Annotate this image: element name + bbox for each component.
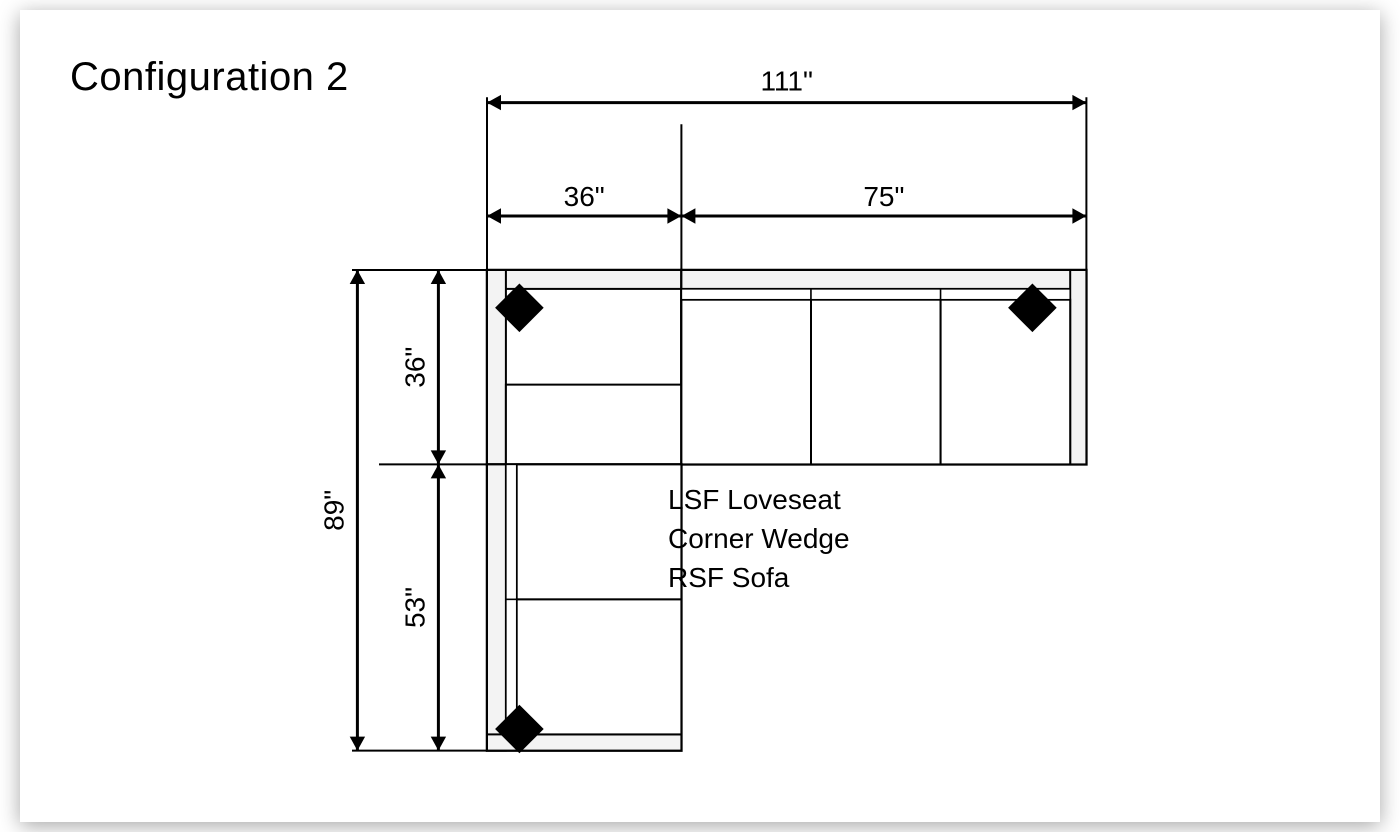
svg-text:75": 75": [863, 181, 904, 212]
component-list: LSF Loveseat Corner Wedge RSF Sofa: [668, 480, 850, 598]
svg-text:89": 89": [318, 490, 349, 531]
page-title: Configuration 2: [70, 55, 349, 100]
component-list-item: LSF Loveseat: [668, 480, 850, 519]
component-list-item: RSF Sofa: [668, 558, 850, 597]
diagram-card: Configuration 2 LSF Loveseat Corner Wedg…: [20, 10, 1380, 822]
svg-text:53": 53": [399, 587, 430, 628]
component-list-item: Corner Wedge: [668, 519, 850, 558]
furniture-diagram: 111" 36" 75" 89" 36" 53": [20, 10, 1380, 822]
svg-text:36": 36": [399, 347, 430, 388]
svg-text:36": 36": [564, 181, 605, 212]
svg-text:111": 111": [760, 66, 813, 97]
